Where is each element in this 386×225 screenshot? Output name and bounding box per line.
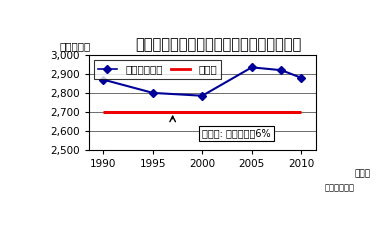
Text: （本市調べ）: （本市調べ） (324, 183, 354, 192)
Title: 市内の温室効果ガスの排出量の推移と予測: 市内の温室効果ガスの排出量の推移と予測 (135, 38, 301, 52)
Legend: 温室効果ガス, 目標値: 温室効果ガス, 目標値 (94, 60, 221, 79)
Text: 目標値: 基準年の－6%: 目標値: 基準年の－6% (202, 128, 271, 139)
Text: （万トン）: （万トン） (59, 41, 90, 51)
Text: （年）: （年） (355, 169, 371, 178)
